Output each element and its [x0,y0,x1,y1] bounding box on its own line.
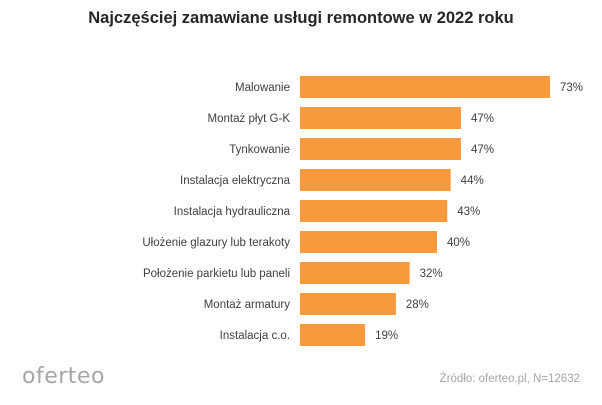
value-label-5: 40% [447,237,470,249]
category-label-6: Położenie parkietu lub paneli [143,268,290,280]
chart-title: Najczęściej zamawiane usługi remontowe w… [88,9,514,27]
value-label-8: 19% [375,330,398,342]
bar-3 [300,169,451,191]
bar-4 [300,200,448,222]
value-label-3: 44% [461,175,484,187]
category-label-2: Tynkowanie [229,144,290,156]
oferteo-logo: oferteo [22,364,105,389]
value-label-0: 73% [560,82,583,94]
category-label-0: Malowanie [235,82,290,94]
bar-2 [300,138,461,160]
bar-5 [300,231,437,253]
value-label-4: 43% [457,206,480,218]
category-label-1: Montaż płyt G-K [208,113,291,125]
value-label-1: 47% [471,113,494,125]
category-label-7: Montaż armatury [204,299,291,311]
category-label-3: Instalacja elektryczna [180,175,291,187]
bar-7 [300,293,396,315]
category-label-4: Instalacja hydrauliczna [174,206,291,218]
bar-8 [300,324,366,346]
category-label-5: Ułożenie glazury lub terakoty [142,237,290,249]
value-label-7: 28% [406,299,429,311]
category-label-8: Instalacja c.o. [220,330,290,342]
bar-6 [300,262,410,284]
bar-0 [300,76,550,98]
value-label-6: 32% [420,268,443,280]
source-note: Źródło: oferteo.pl, N=12632 [439,373,580,385]
bar-1 [300,107,461,129]
value-label-2: 47% [471,144,494,156]
